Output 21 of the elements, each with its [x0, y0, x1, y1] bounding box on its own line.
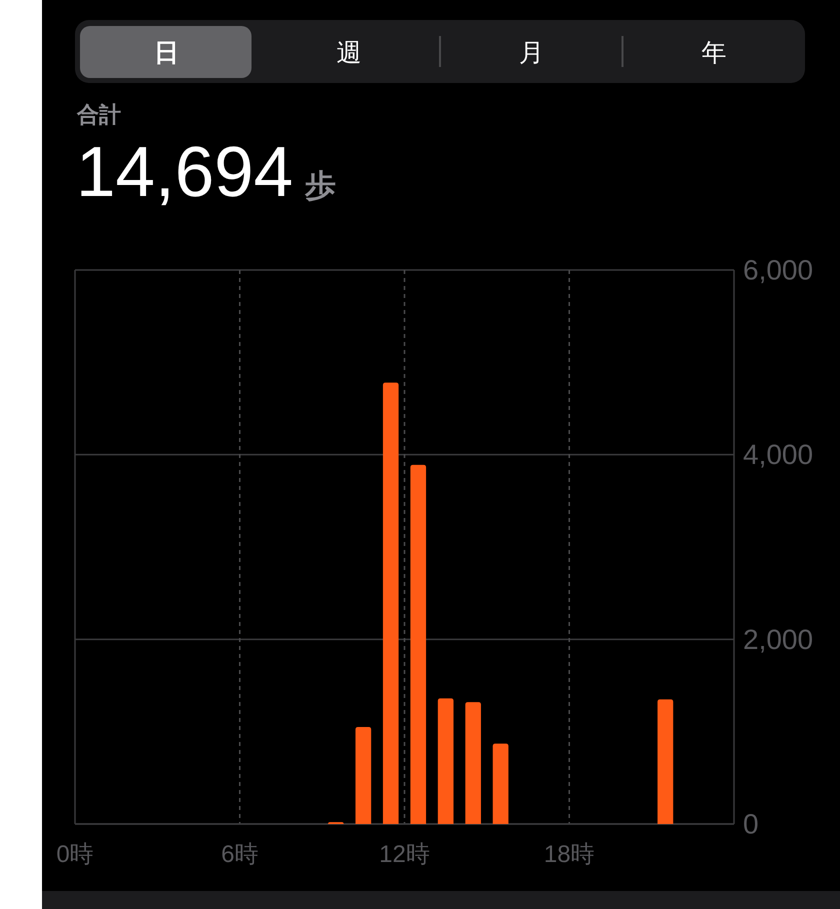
x-tick-label: 6時 — [221, 841, 258, 868]
bar — [465, 702, 481, 824]
text: 週 — [336, 39, 362, 67]
y-tick-label: 2,000 — [743, 624, 814, 655]
text: 年 — [701, 39, 726, 67]
y-tick-label: 0 — [743, 808, 759, 840]
text: 日 — [154, 39, 179, 67]
bar — [438, 698, 454, 824]
text: 月 — [518, 39, 544, 67]
bar — [355, 727, 372, 824]
bar — [382, 382, 399, 824]
x-tick-label: 12時 — [379, 841, 430, 868]
y-tick-label: 4,000 — [743, 439, 814, 470]
x-tick-label: 0時 — [56, 841, 94, 868]
bar — [410, 464, 426, 824]
y-tick-label: 6,000 — [743, 254, 814, 286]
x-tick-label: 18時 — [544, 841, 595, 868]
bar — [658, 699, 674, 824]
chart-title: 合計 — [76, 102, 121, 127]
chart-subtitle: 14,694 歩 — [76, 133, 336, 212]
bar — [492, 744, 508, 824]
